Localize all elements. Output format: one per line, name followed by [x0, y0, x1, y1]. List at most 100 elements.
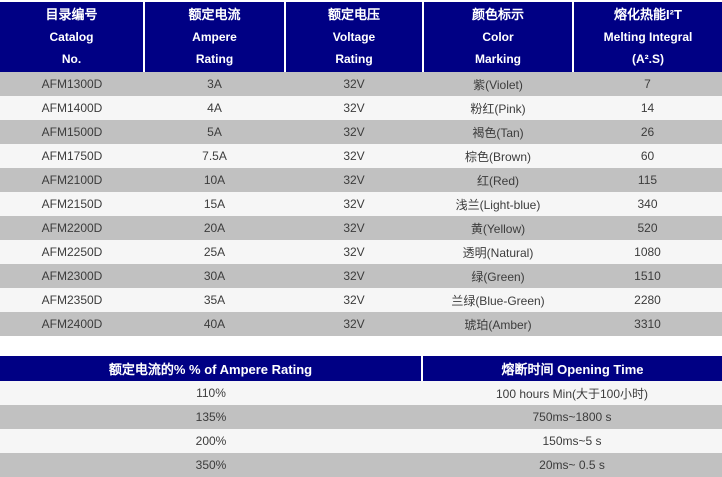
table-cell: 20A — [144, 216, 285, 240]
table-cell: 32V — [285, 144, 423, 168]
table-cell: 1510 — [573, 264, 722, 288]
header-ampere-zh: 额定电流 — [188, 7, 241, 22]
table-row: AFM2350D 35A 32V 兰绿(Blue-Green) 2280 — [0, 288, 722, 312]
header-melting-en1: Melting Integral — [603, 30, 693, 44]
table-cell: 32V — [285, 96, 423, 120]
table-cell: 绿(Green) — [423, 264, 573, 288]
table-row: AFM2100D 10A 32V 红(Red) 115 — [0, 168, 722, 192]
table-cell: AFM2250D — [0, 240, 144, 264]
table-cell: AFM2150D — [0, 192, 144, 216]
header-melting-integral: 熔化热能I²T Melting Integral (A².S) — [573, 2, 722, 72]
table-cell: AFM1300D — [0, 72, 144, 96]
table-cell: 26 — [573, 120, 722, 144]
table-cell: 135% — [0, 405, 422, 429]
table-row: 135% 750ms~1800 s — [0, 405, 722, 429]
table-cell: 红(Red) — [423, 168, 573, 192]
header-voltage-zh: 额定电压 — [327, 7, 380, 22]
table-cell: 32V — [285, 72, 423, 96]
header-color-en2: Marking — [474, 52, 521, 66]
table-cell: 32V — [285, 216, 423, 240]
header-ampere-rating: 额定电流 Ampere Rating — [144, 2, 286, 72]
table-cell: 2280 — [573, 288, 722, 312]
table-cell: 340 — [573, 192, 722, 216]
table-cell: 棕色(Brown) — [423, 144, 573, 168]
table-row: 350% 20ms~ 0.5 s — [0, 453, 722, 477]
table-cell: AFM2300D — [0, 264, 144, 288]
table-cell: 32V — [285, 312, 423, 336]
header-melting-en2: (A².S) — [632, 52, 664, 66]
table-row: AFM1500D 5A 32V 褐色(Tan) 26 — [0, 120, 722, 144]
table-cell: 透明(Natural) — [423, 240, 573, 264]
table-cell: 32V — [285, 192, 423, 216]
table-cell: 琥珀(Amber) — [423, 312, 573, 336]
table-cell: AFM2400D — [0, 312, 144, 336]
table-cell: 4A — [144, 96, 285, 120]
opening-time-table: 额定电流的% % of Ampere Rating 熔断时间 Opening T… — [0, 356, 722, 477]
table-header-row: 目录编号 Catalog No. 额定电流 Ampere Rating 额定电压… — [0, 2, 722, 72]
table-cell: 35A — [144, 288, 285, 312]
table-cell: 5A — [144, 120, 285, 144]
table-row: 200% 150ms~5 s — [0, 429, 722, 453]
table-row: AFM1400D 4A 32V 粉红(Pink) 14 — [0, 96, 722, 120]
table-cell: 浅兰(Light-blue) — [423, 192, 573, 216]
table-cell: 32V — [285, 168, 423, 192]
table-cell: 350% — [0, 453, 422, 477]
table-cell: 60 — [573, 144, 722, 168]
fuse-spec-table-header: 目录编号 Catalog No. 额定电流 Ampere Rating 额定电压… — [0, 2, 722, 72]
table-cell: 40A — [144, 312, 285, 336]
table-cell: 32V — [285, 288, 423, 312]
header-opening-time: 熔断时间 Opening Time — [422, 356, 722, 381]
table-cell: 100 hours Min(大于100小时) — [422, 381, 722, 405]
fuse-spec-table: 目录编号 Catalog No. 额定电流 Ampere Rating 额定电压… — [0, 2, 722, 336]
table-cell: 紫(Violet) — [423, 72, 573, 96]
header-color-marking: 颜色标示 Color Marking — [423, 2, 574, 72]
table-row: AFM2400D 40A 32V 琥珀(Amber) 3310 — [0, 312, 722, 336]
header-percent-ampere-rating: 额定电流的% % of Ampere Rating — [0, 356, 423, 381]
table-header-row: 额定电流的% % of Ampere Rating 熔断时间 Opening T… — [0, 356, 722, 381]
table-row: AFM1750D 7.5A 32V 棕色(Brown) 60 — [0, 144, 722, 168]
header-catalog-en1: Catalog — [49, 30, 94, 44]
header-catalog-no: 目录编号 Catalog No. — [0, 2, 145, 72]
table-cell: AFM2350D — [0, 288, 144, 312]
table-cell: AFM2100D — [0, 168, 144, 192]
table-cell: AFM2200D — [0, 216, 144, 240]
table-cell: 褐色(Tan) — [423, 120, 573, 144]
table-row: AFM2150D 15A 32V 浅兰(Light-blue) 340 — [0, 192, 722, 216]
table-cell: AFM1500D — [0, 120, 144, 144]
table-cell: 30A — [144, 264, 285, 288]
table-cell: AFM1750D — [0, 144, 144, 168]
table-cell: 3A — [144, 72, 285, 96]
table-row: AFM1300D 3A 32V 紫(Violet) 7 — [0, 72, 722, 96]
table-cell: AFM1400D — [0, 96, 144, 120]
table-cell: 750ms~1800 s — [422, 405, 722, 429]
table-cell: 32V — [285, 240, 423, 264]
table-cell: 15A — [144, 192, 285, 216]
header-color-en1: Color — [482, 30, 514, 44]
table-cell: 115 — [573, 168, 722, 192]
table-row: AFM2200D 20A 32V 黄(Yellow) 520 — [0, 216, 722, 240]
header-catalog-en2: No. — [61, 52, 82, 66]
table-cell: 7.5A — [144, 144, 285, 168]
table-cell: 兰绿(Blue-Green) — [423, 288, 573, 312]
header-voltage-en2: Rating — [335, 52, 373, 66]
opening-time-table-body: 110% 100 hours Min(大于100小时) 135% 750ms~1800… — [0, 381, 722, 477]
table-row: AFM2250D 25A 32V 透明(Natural) 1080 — [0, 240, 722, 264]
table-row: AFM2300D 30A 32V 绿(Green) 1510 — [0, 264, 722, 288]
header-voltage-en1: Voltage — [332, 30, 376, 44]
table-cell: 14 — [573, 96, 722, 120]
table-cell: 1080 — [573, 240, 722, 264]
table-cell: 25A — [144, 240, 285, 264]
table-cell: 520 — [573, 216, 722, 240]
table-cell: 粉红(Pink) — [423, 96, 573, 120]
fuse-spec-table-body: AFM1300D 3A 32V 紫(Violet) 7 AFM1400D 4A 32V 粉红(P… — [0, 72, 722, 336]
table-cell: 32V — [285, 264, 423, 288]
table-cell: 200% — [0, 429, 422, 453]
table-gap — [0, 336, 722, 356]
table-cell: 110% — [0, 381, 422, 405]
table-cell: 20ms~ 0.5 s — [422, 453, 722, 477]
header-catalog-zh: 目录编号 — [45, 7, 98, 22]
header-ampere-en2: Rating — [195, 52, 234, 66]
table-cell: 10A — [144, 168, 285, 192]
table-cell: 3310 — [573, 312, 722, 336]
table-row: 110% 100 hours Min(大于100小时) — [0, 381, 722, 405]
